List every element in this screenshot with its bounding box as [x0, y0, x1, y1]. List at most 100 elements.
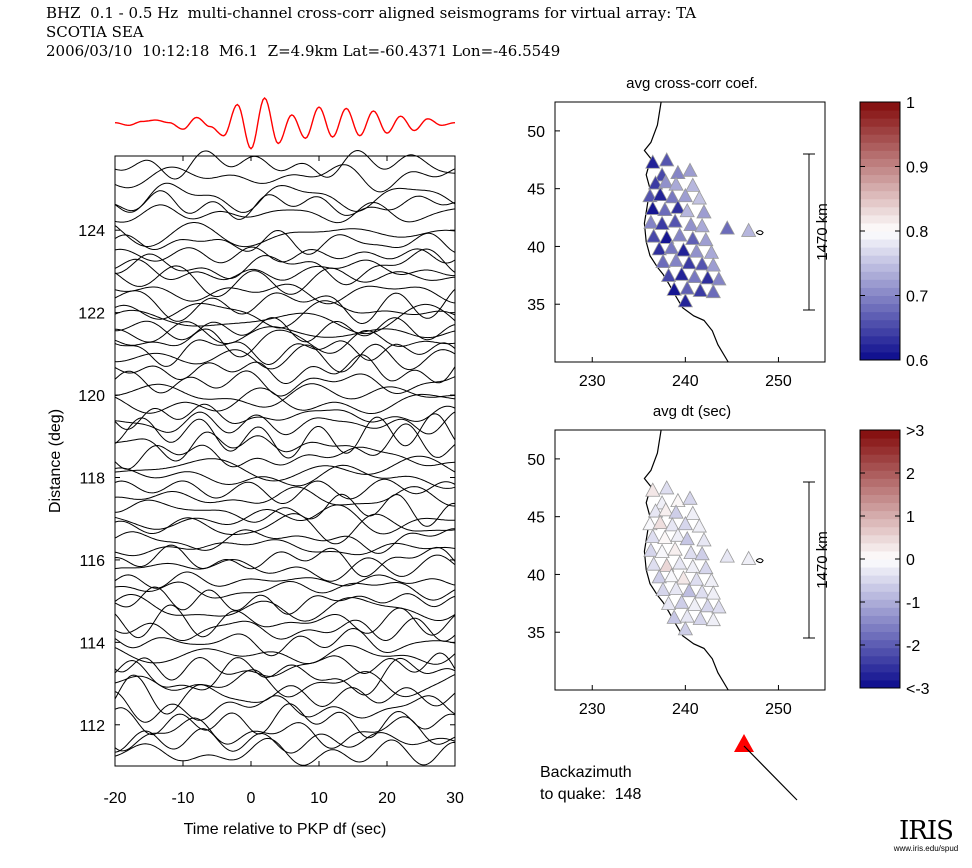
station-triangle [679, 202, 695, 218]
seis-xtick-label: 30 [446, 790, 464, 807]
station-triangle [659, 152, 675, 167]
colorbar-segment [860, 486, 900, 495]
station-triangle [659, 480, 675, 495]
seismogram-trace [115, 317, 456, 343]
colorbar-segment [860, 142, 900, 151]
seismogram-trace [114, 246, 456, 264]
seis-ytick-label: 112 [79, 718, 105, 735]
station-triangle [668, 504, 684, 519]
station-triangle [673, 594, 690, 609]
map-xtick-label: 250 [765, 701, 792, 718]
seismogram-trace [114, 652, 456, 681]
station-triangle [682, 490, 698, 505]
seismogram-axes-box [114, 155, 456, 767]
seismogram-panel: -20 -10 0 10 20 30 112 114 116 118 120 122 124 Time… [47, 96, 464, 838]
colorbar-segment [860, 534, 900, 544]
station-triangle [668, 252, 684, 267]
station-triangle [688, 243, 705, 258]
colorbar-segment [860, 134, 900, 143]
station-triangle [660, 595, 677, 610]
seismogram-trace [114, 581, 456, 601]
seismogram-trace [114, 190, 456, 220]
map-ytick-label: 40 [527, 567, 545, 584]
seismogram-trace [114, 455, 456, 482]
seis-ytick-label: 122 [78, 306, 105, 323]
seismogram-trace [114, 265, 456, 298]
seismogram-trace [114, 383, 455, 408]
station-triangle [663, 567, 680, 583]
station-triangle [655, 581, 671, 597]
station-triangle [675, 570, 692, 585]
seismogram-trace [114, 288, 456, 325]
station-triangle [691, 518, 707, 533]
backazimuth-value-line: to quake: 148 [540, 784, 641, 806]
seismogram-x-label: Time relative to PKP df (sec) [184, 821, 387, 838]
backazimuth-line [743, 745, 798, 801]
station-triangle [694, 256, 710, 271]
colorbar-segment [860, 494, 900, 504]
station-triangle [668, 580, 684, 595]
seismogram-trace [114, 149, 456, 180]
colorbar-segment [860, 311, 900, 321]
station-triangle [703, 572, 720, 587]
seis-xtick-label: -20 [103, 790, 126, 807]
seismogram-trace [115, 493, 456, 527]
colorbar-segment [860, 655, 900, 665]
colorbar-tick-label: >3 [906, 423, 924, 440]
map1-axes-box [554, 101, 826, 363]
colorbar-segment [860, 599, 900, 608]
station-triangle [677, 293, 694, 308]
seismogram-trace [114, 343, 456, 373]
colorbar-segment [860, 575, 900, 584]
colorbar-segment [860, 446, 900, 455]
station-triangle [654, 215, 670, 230]
map2-y-ticks: 35 40 45 50 [527, 452, 560, 642]
station-triangle [660, 267, 677, 282]
seismogram-trace [114, 728, 456, 754]
seis-xtick-label: 10 [310, 790, 328, 807]
seismogram-trace [114, 627, 456, 657]
colorbar-segment [860, 615, 900, 624]
station-triangle [668, 176, 684, 191]
map2-axes-box [554, 429, 826, 691]
seismogram-trace [114, 328, 456, 358]
seismogram-trace [114, 370, 456, 397]
station-triangle [651, 569, 667, 584]
seismogram-trace [114, 222, 456, 248]
station-triangle [658, 502, 674, 517]
colorbar-tick-label: 0.7 [906, 289, 928, 306]
map-cross-corr-panel: avg cross-corr coef. 230 240 250 35404550 … [527, 75, 928, 390]
station-triangle [683, 544, 699, 560]
station-triangle [719, 548, 735, 563]
station-triangle [645, 200, 661, 215]
colorbar-segment [860, 190, 900, 200]
header-line-2: SCOTIA SEA [46, 23, 144, 41]
seismogram-trace [114, 478, 456, 504]
colorbar-segment [860, 639, 900, 649]
station-triangle [673, 266, 690, 281]
station-triangle [698, 231, 714, 247]
seis-ytick-label: 124 [78, 223, 105, 240]
station-triangle [682, 162, 698, 177]
seismogram-trace [114, 164, 456, 193]
colorbar-segment [860, 567, 900, 576]
map-ytick-label: 45 [527, 182, 545, 199]
colorbar-tick-label: 1 [906, 95, 915, 112]
stack-waveform-line [114, 96, 456, 150]
station-triangle [647, 503, 664, 518]
seismogram-trace [114, 182, 456, 213]
colorbar-segment [860, 607, 900, 616]
colorbar-segment [860, 295, 900, 305]
colorbar-tick-label: 0.8 [906, 224, 928, 241]
colorbar-segment [860, 679, 900, 689]
colorbar-segment [860, 239, 900, 248]
station-triangle [685, 558, 701, 573]
station-triangle [711, 271, 727, 286]
station-triangle [647, 175, 664, 190]
station-triangle [646, 556, 662, 571]
seismogram-trace [114, 544, 456, 578]
seis-ytick-label: 118 [79, 470, 105, 487]
map-ytick-label: 40 [527, 239, 545, 256]
colorbar-tick-label: 0.9 [906, 160, 928, 177]
